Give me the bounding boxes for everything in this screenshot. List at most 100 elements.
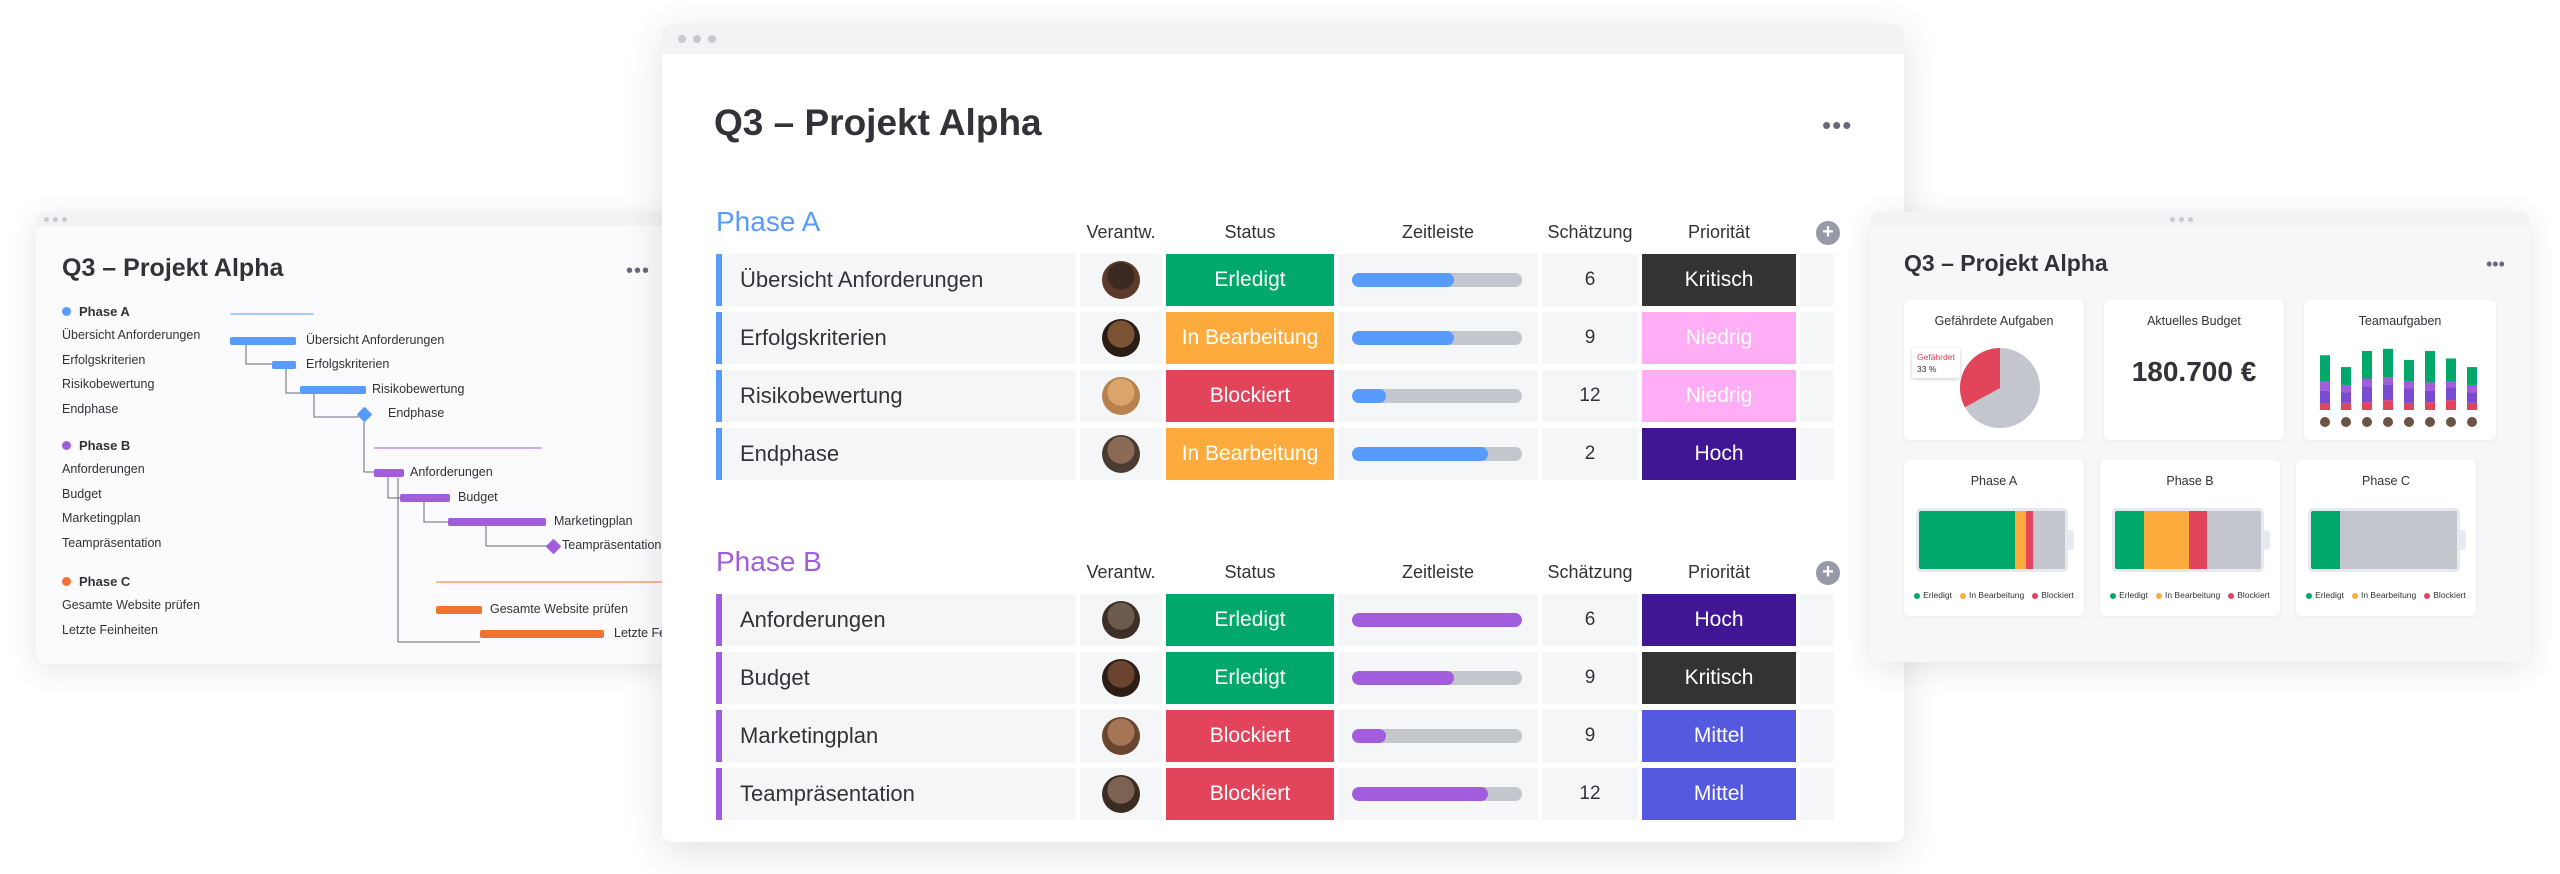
table-row[interactable]: Erfolgskriterien In Bearbeitung 9 Niedrig xyxy=(716,312,1876,364)
phase-card[interactable]: Phase A Erledigt In Bearbeitung Blockiert xyxy=(1904,460,2084,616)
add-column-icon[interactable]: + xyxy=(1816,221,1840,245)
owner-cell[interactable] xyxy=(1080,652,1162,704)
status-cell[interactable]: Erledigt xyxy=(1166,652,1334,704)
owner-cell[interactable] xyxy=(1080,428,1162,480)
gantt-milestone-icon[interactable] xyxy=(356,406,373,423)
timeline-cell[interactable] xyxy=(1338,710,1538,762)
item-cell[interactable]: Endphase xyxy=(716,428,1076,480)
avatar[interactable] xyxy=(1102,435,1140,473)
budget-card[interactable]: Aktuelles Budget 180.700 € xyxy=(2104,300,2284,440)
team-card[interactable]: Teamaufgaben xyxy=(2304,300,2496,440)
gantt-bar[interactable] xyxy=(436,606,482,614)
item-cell[interactable]: Übersicht Anforderungen xyxy=(716,254,1076,306)
item-cell[interactable]: Marketingplan xyxy=(716,710,1076,762)
gantt-bar[interactable] xyxy=(448,518,546,526)
add-column-icon[interactable]: + xyxy=(1816,561,1840,585)
gantt-more-icon[interactable]: ••• xyxy=(626,260,651,282)
priority-cell[interactable]: Niedrig xyxy=(1642,370,1796,422)
item-cell[interactable]: Risikobewertung xyxy=(716,370,1076,422)
owner-cell[interactable] xyxy=(1080,710,1162,762)
estimate-cell[interactable]: 12 xyxy=(1542,768,1638,820)
pie-card[interactable]: Gefährdete Aufgaben Gefährdet 33 % xyxy=(1904,300,2084,440)
gantt-row-label[interactable]: Marketingplan xyxy=(62,511,141,525)
table-row[interactable]: Risikobewertung Blockiert 12 Niedrig xyxy=(716,370,1876,422)
avatar[interactable] xyxy=(1102,659,1140,697)
gantt-group-1[interactable]: Phase A xyxy=(62,304,130,319)
gantt-milestone-icon[interactable] xyxy=(545,538,562,555)
status-cell[interactable]: In Bearbeitung xyxy=(1166,312,1334,364)
owner-cell[interactable] xyxy=(1080,768,1162,820)
phase-card[interactable]: Phase B Erledigt In Bearbeitung Blockiert xyxy=(2100,460,2280,616)
gantt-row-label[interactable]: Übersicht Anforderungen xyxy=(62,328,201,342)
gantt-row-label[interactable]: Risikobewertung xyxy=(62,377,155,391)
priority-cell[interactable]: Kritisch xyxy=(1642,652,1796,704)
table-row[interactable]: Teampräsentation Blockiert 12 Mittel xyxy=(716,768,1876,820)
status-cell[interactable]: Blockiert xyxy=(1166,370,1334,422)
owner-cell[interactable] xyxy=(1080,312,1162,364)
column-header-timeline[interactable]: Zeitleiste xyxy=(1401,222,1475,242)
priority-cell[interactable]: Hoch xyxy=(1642,428,1796,480)
status-cell[interactable]: Erledigt xyxy=(1166,254,1334,306)
avatar[interactable] xyxy=(1102,261,1140,299)
estimate-cell[interactable]: 6 xyxy=(1542,594,1638,646)
column-header-owner[interactable]: Verantw. xyxy=(1086,562,1156,582)
timeline-cell[interactable] xyxy=(1338,652,1538,704)
estimate-cell[interactable]: 6 xyxy=(1542,254,1638,306)
gantt-row-label[interactable]: Erfolgskriterien xyxy=(62,352,146,367)
status-cell[interactable]: In Bearbeitung xyxy=(1166,428,1334,480)
gantt-row-label[interactable]: Anforderungen xyxy=(62,462,145,476)
gantt-row-label[interactable]: Gesamte Website prüfen xyxy=(62,598,201,612)
table-row[interactable]: Anforderungen Erledigt 6 Hoch xyxy=(716,594,1876,646)
gantt-row-label[interactable]: Endphase xyxy=(62,401,119,416)
column-header-priority[interactable]: Priorität xyxy=(1687,562,1750,582)
timeline-cell[interactable] xyxy=(1338,768,1538,820)
priority-cell[interactable]: Hoch xyxy=(1642,594,1796,646)
owner-cell[interactable] xyxy=(1080,594,1162,646)
owner-cell[interactable] xyxy=(1080,254,1162,306)
dashboard-more-icon[interactable]: ••• xyxy=(2486,254,2505,274)
timeline-cell[interactable] xyxy=(1338,594,1538,646)
avatar[interactable] xyxy=(1102,377,1140,415)
column-header-timeline[interactable]: Zeitleiste xyxy=(1401,562,1475,582)
gantt-bar[interactable] xyxy=(300,386,366,394)
gantt-row-label[interactable]: Teampräsentation xyxy=(62,535,162,550)
column-header-estimate[interactable]: Schätzung xyxy=(1547,562,1633,582)
group-title-phase-b[interactable]: Phase B xyxy=(716,546,822,577)
table-row[interactable]: Endphase In Bearbeitung 2 Hoch xyxy=(716,428,1876,480)
column-header-estimate[interactable]: Schätzung xyxy=(1547,222,1633,242)
estimate-cell[interactable]: 9 xyxy=(1542,652,1638,704)
table-row[interactable]: Übersicht Anforderungen Erledigt 6 Kritisch xyxy=(716,254,1876,306)
timeline-cell[interactable] xyxy=(1338,370,1538,422)
column-header-priority[interactable]: Priorität xyxy=(1687,222,1750,242)
timeline-cell[interactable] xyxy=(1338,312,1538,364)
gantt-row-label[interactable]: Budget xyxy=(62,486,102,501)
status-cell[interactable]: Blockiert xyxy=(1166,768,1334,820)
avatar[interactable] xyxy=(1102,717,1140,755)
gantt-bar[interactable] xyxy=(400,494,450,502)
estimate-cell[interactable]: 12 xyxy=(1542,370,1638,422)
column-header-owner[interactable]: Verantw. xyxy=(1086,222,1156,242)
group-title-phase-a[interactable]: Phase A xyxy=(716,206,821,237)
gantt-bar[interactable] xyxy=(272,361,296,369)
timeline-cell[interactable] xyxy=(1338,254,1538,306)
status-cell[interactable]: Blockiert xyxy=(1166,710,1334,762)
timeline-cell[interactable] xyxy=(1338,428,1538,480)
priority-cell[interactable]: Kritisch xyxy=(1642,254,1796,306)
estimate-cell[interactable]: 9 xyxy=(1542,312,1638,364)
avatar[interactable] xyxy=(1102,601,1140,639)
estimate-cell[interactable]: 2 xyxy=(1542,428,1638,480)
priority-cell[interactable]: Niedrig xyxy=(1642,312,1796,364)
column-header-status[interactable]: Status xyxy=(1224,562,1276,582)
gantt-bar[interactable] xyxy=(374,469,404,477)
owner-cell[interactable] xyxy=(1080,370,1162,422)
gantt-row-label[interactable]: Letzte Feinheiten xyxy=(62,622,158,637)
gantt-group-2[interactable]: Phase B xyxy=(62,438,130,453)
gantt-group-3[interactable]: Phase C xyxy=(62,574,130,589)
gantt-bar[interactable] xyxy=(480,630,604,638)
status-cell[interactable]: Erledigt xyxy=(1166,594,1334,646)
priority-cell[interactable]: Mittel xyxy=(1642,710,1796,762)
item-cell[interactable]: Anforderungen xyxy=(716,594,1076,646)
table-row[interactable]: Budget Erledigt 9 Kritisch xyxy=(716,652,1876,704)
avatar[interactable] xyxy=(1102,775,1140,813)
phase-card[interactable]: Phase C Erledigt In Bearbeitung Blockiert xyxy=(2296,460,2476,616)
